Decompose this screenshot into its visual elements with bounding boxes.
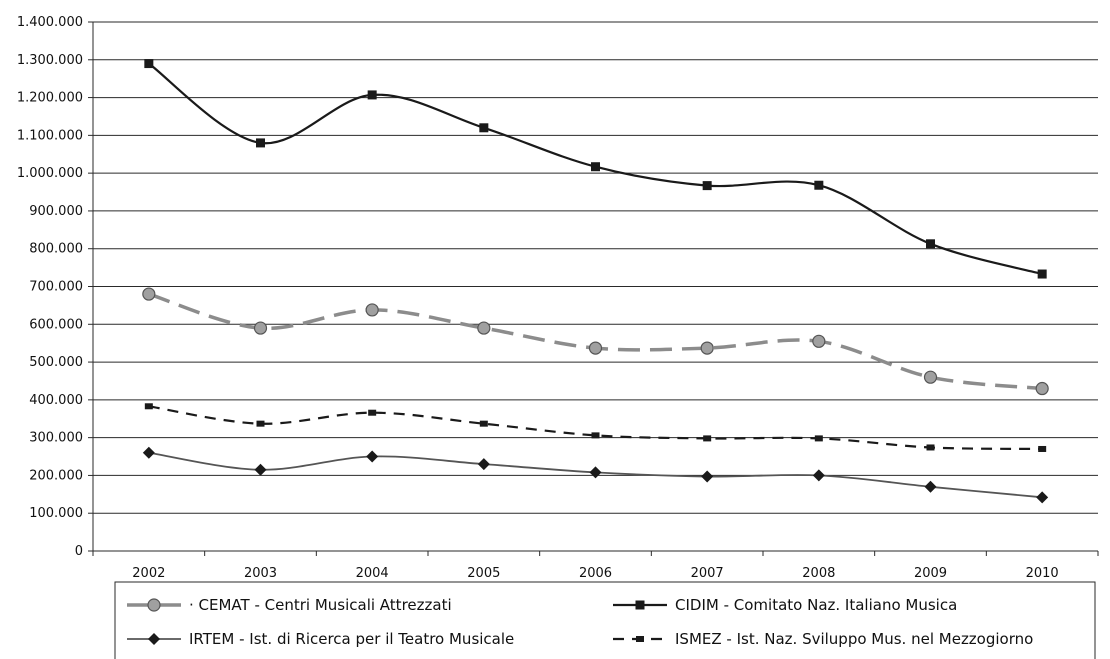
point-cidim [926,239,935,249]
point-cidim [702,181,712,191]
gridlines [93,21,1098,514]
legend-swatch-marker [147,598,161,612]
y-tick-label: 300.000 [29,431,83,446]
y-tick-label: 1.300.000 [17,53,83,68]
legend-box [114,581,1096,659]
point-cidim [367,90,377,100]
y-tick-label: 0 [75,544,83,559]
x-tick-label: 2003 [244,566,277,581]
point-cemat [812,334,826,348]
y-tick-label: 600.000 [29,317,83,332]
x-tick-label: 2004 [356,566,389,581]
point-ismez [479,420,488,427]
legend-swatch-marker [148,633,160,645]
point-ismez [814,435,823,442]
x-tick-label: 2005 [467,566,500,581]
point-cemat [365,303,379,317]
x-axis-ticks: 2002 2003 2004 2005 2006 2007 2008 2009 2010 [92,551,1099,581]
point-cemat [142,287,156,301]
legend-item-irtem: IRTEM - Ist. di Ricerca per il Teatro Mu… [127,630,514,648]
point-cemat [253,321,268,335]
x-tick-label: 2009 [914,566,947,581]
y-tick-label: 500.000 [29,355,83,370]
legend-item-cemat: · CEMAT - Centri Musicali Attrezzati [127,596,452,614]
point-ismez [926,444,935,451]
point-cemat [923,370,938,384]
y-tick-label: 1.200.000 [17,91,83,106]
series-line-ismez [148,405,1043,451]
y-tick-label: 900.000 [29,204,83,219]
point-irtem [477,458,490,471]
legend-label: ISMEZ - Ist. Naz. Sviluppo Mus. nel Mezz… [675,630,1033,648]
point-ismez [144,403,153,410]
legend-label: IRTEM - Ist. di Ricerca per il Teatro Mu… [189,630,514,648]
point-cidim [256,138,265,148]
y-tick-label: 400.000 [29,393,83,408]
point-irtem [1036,491,1049,504]
y-axis-ticks: 0 100.000 200.000 300.000 400.000 500.000 600.… [17,15,93,559]
legend: · CEMAT - Centri Musicali Attrezzati CIDI… [114,581,1096,659]
point-irtem [701,470,714,483]
y-tick-label: 1.000.000 [17,166,83,181]
point-cemat [700,341,714,355]
point-cemat [477,321,491,335]
point-cidim [144,59,154,69]
x-tick-label: 2006 [579,566,612,581]
y-tick-label: 1.100.000 [17,128,83,143]
series-lines [148,62,1043,499]
y-tick-label: 100.000 [29,506,83,521]
point-cidim [591,162,600,172]
point-ismez [368,409,377,416]
point-cidim [479,123,489,133]
legend-swatch-marker [636,636,644,642]
x-tick-label: 2008 [802,566,835,581]
legend-swatch-marker [635,600,645,610]
legend-label: CIDIM - Comitato Naz. Italiano Musica [675,596,957,614]
legend-label: · CEMAT - Centri Musicali Attrezzati [189,596,452,614]
point-ismez [591,432,600,439]
series-markers [142,59,1049,504]
point-cidim [814,180,824,190]
point-irtem [589,466,602,479]
point-cemat [588,341,603,355]
point-ismez [256,420,265,427]
point-ismez [1038,445,1047,452]
point-irtem [142,446,155,459]
series-line-cemat [148,292,1043,391]
legend-item-cidim: CIDIM - Comitato Naz. Italiano Musica [613,596,957,614]
point-cidim [1037,269,1047,279]
y-tick-label: 700.000 [29,280,83,295]
point-irtem [812,469,825,482]
x-tick-label: 2007 [691,566,724,581]
point-cemat [1035,381,1049,396]
x-tick-label: 2010 [1026,566,1059,581]
point-irtem [254,463,267,476]
y-tick-label: 200.000 [29,468,83,483]
point-irtem [366,450,379,463]
y-tick-label: 800.000 [29,242,83,257]
point-ismez [703,435,712,442]
y-tick-label: 1.400.000 [17,15,83,30]
legend-item-ismez: ISMEZ - Ist. Naz. Sviluppo Mus. nel Mezz… [613,630,1033,648]
point-irtem [924,480,937,493]
x-tick-label: 2002 [132,566,165,581]
